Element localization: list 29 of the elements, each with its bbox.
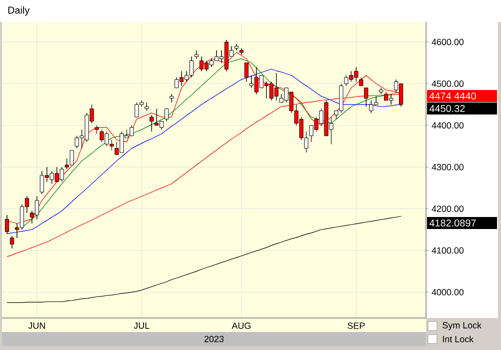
text: Int Lock [443,336,474,342]
y-tick-label: 4600.00 [432,38,464,46]
x-tick-label: SEP [348,322,365,329]
text: 4450.32 [429,104,465,112]
chart-title: Daily [8,6,30,16]
candlestick [164,108,169,122]
x-axis-title: 2023 [204,336,224,342]
candlestick [94,125,99,134]
candlestick [359,77,364,86]
candlestick [170,94,174,103]
x-tick-label: AUG [232,322,250,329]
candlestick [10,236,14,249]
y-tick-label: 4100.00 [432,247,464,254]
candlestick [194,50,199,59]
text: 4182.0897 [429,219,476,227]
candlestick [150,114,154,132]
y-tick-label: 4400.00 [432,122,464,129]
candlestick [379,88,384,94]
y-tick-label: 4000.00 [432,288,464,296]
candlestick [244,62,248,82]
y-tick-label: 4200.00 [432,206,464,212]
x-tick-label: JUN [28,322,45,329]
y-tick-label: 4300.00 [432,164,464,170]
y-tick-label: 4500.00 [432,80,464,87]
text: Sym Lock [442,322,482,330]
candlestick [144,102,149,112]
text: 4474 4440 [429,92,476,100]
x-tick-label: JUL [134,322,150,329]
candlestick [234,44,238,51]
